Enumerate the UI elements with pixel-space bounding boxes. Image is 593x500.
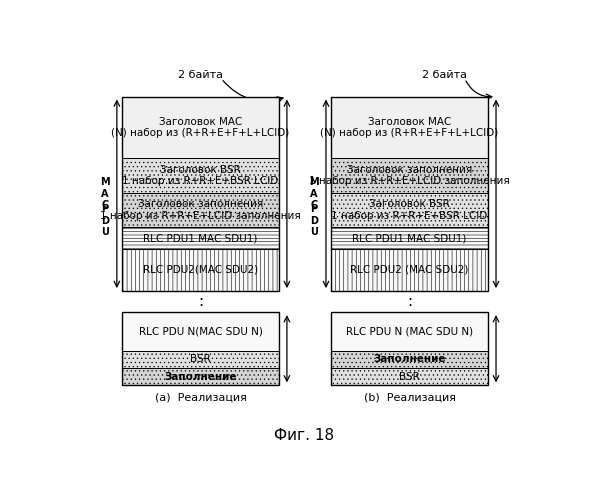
Text: RLC PDU1 MAC SDU1): RLC PDU1 MAC SDU1) bbox=[144, 233, 258, 243]
Text: M
A
C: M A C bbox=[309, 177, 319, 210]
Text: :: : bbox=[198, 294, 203, 309]
Text: Заголовок MAC
(N) набор из (R+R+E+F+L+LCID): Заголовок MAC (N) набор из (R+R+E+F+L+LC… bbox=[111, 116, 289, 138]
Text: :: : bbox=[407, 294, 412, 309]
Text: (a)  Реализация: (a) Реализация bbox=[155, 392, 247, 402]
Text: RLC PDU N (MAC SDU N): RLC PDU N (MAC SDU N) bbox=[346, 326, 473, 336]
Text: 2 байта: 2 байта bbox=[178, 70, 223, 80]
Text: P
D
U: P D U bbox=[310, 204, 318, 238]
Text: Заголовок MAC
(N) набор из (R+R+E+F+L+LCID): Заголовок MAC (N) набор из (R+R+E+F+L+LC… bbox=[320, 116, 499, 138]
Text: RLC PDU1 MAC SDU1): RLC PDU1 MAC SDU1) bbox=[352, 233, 467, 243]
Bar bbox=[331, 312, 487, 386]
Bar bbox=[331, 96, 487, 291]
Text: Фиг. 18: Фиг. 18 bbox=[274, 428, 334, 443]
Text: BSR: BSR bbox=[399, 372, 420, 382]
Bar bbox=[122, 368, 279, 386]
Bar bbox=[122, 158, 279, 193]
Bar bbox=[331, 368, 487, 386]
Text: P
D
U: P D U bbox=[101, 204, 109, 238]
FancyArrowPatch shape bbox=[223, 80, 283, 102]
Bar bbox=[331, 350, 487, 368]
Text: Заголовок BSR
1 набор из R+R+E+BSR LCID: Заголовок BSR 1 набор из R+R+E+BSR LCID bbox=[122, 164, 279, 186]
Text: Заголовок заполнения
1 набор из R+R+E+LCID заполнения: Заголовок заполнения 1 набор из R+R+E+LC… bbox=[309, 164, 510, 186]
Bar bbox=[122, 350, 279, 368]
Bar bbox=[122, 312, 279, 350]
Text: RLC PDU N(MAC SDU N): RLC PDU N(MAC SDU N) bbox=[139, 326, 263, 336]
Text: 2 байта: 2 байта bbox=[422, 70, 467, 80]
Bar bbox=[122, 228, 279, 248]
Bar bbox=[122, 96, 279, 158]
Text: Заголовок BSR
1 набор из R+R+E+BSR LCID: Заголовок BSR 1 набор из R+R+E+BSR LCID bbox=[331, 200, 487, 221]
FancyArrowPatch shape bbox=[466, 81, 492, 100]
Bar bbox=[331, 96, 487, 158]
Text: (b)  Реализация: (b) Реализация bbox=[364, 392, 455, 402]
Bar bbox=[122, 312, 279, 386]
Bar bbox=[122, 193, 279, 228]
Bar bbox=[331, 193, 487, 228]
Bar bbox=[122, 248, 279, 291]
Bar bbox=[122, 96, 279, 291]
Text: Заполнение: Заполнение bbox=[164, 372, 237, 382]
Bar bbox=[331, 248, 487, 291]
Bar bbox=[331, 158, 487, 193]
Text: M
A
C: M A C bbox=[100, 177, 110, 210]
Text: RLC PDU2(MAC SDU2): RLC PDU2(MAC SDU2) bbox=[143, 265, 258, 275]
Text: Заполнение: Заполнение bbox=[374, 354, 446, 364]
Bar bbox=[331, 312, 487, 350]
Text: RLC PDU2 (MAC SDU2): RLC PDU2 (MAC SDU2) bbox=[350, 265, 469, 275]
Text: BSR: BSR bbox=[190, 354, 211, 364]
Text: Заголовок заполнения
1 набор из R+R+E+LCID заполнения: Заголовок заполнения 1 набор из R+R+E+LC… bbox=[100, 200, 301, 221]
Bar bbox=[331, 228, 487, 248]
